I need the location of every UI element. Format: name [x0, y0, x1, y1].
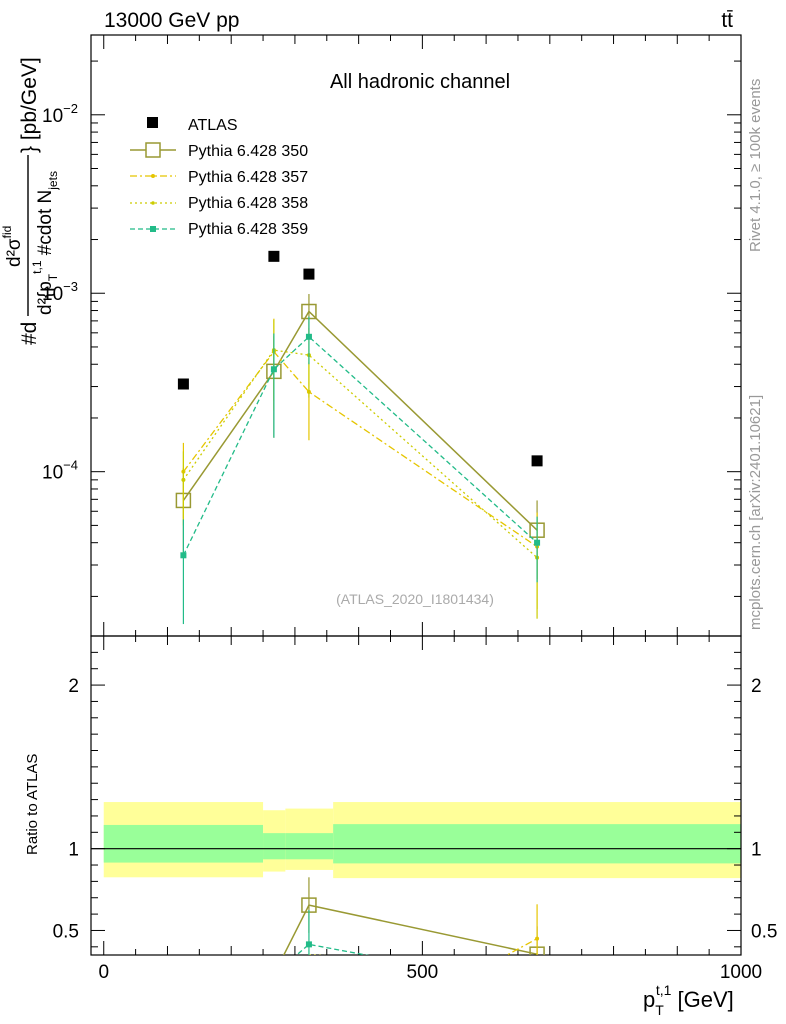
x-tick-labels: 0 500 1000: [98, 962, 762, 983]
header-right: tt̄: [721, 9, 733, 32]
source-label: mcplots.cern.ch [arXiv:2401.10621]: [747, 395, 764, 630]
analysis-tag: (ATLAS_2020_I1801434): [336, 591, 494, 607]
legend: ATLAS Pythia 6.428 350 Pythia 6.428 357 …: [130, 117, 308, 238]
x-tick-label: 0: [98, 962, 109, 983]
ratio-y-tick-label-right: 1: [751, 840, 762, 861]
legend-entry-350: Pythia 6.428 350: [130, 142, 308, 160]
ratio-pythia-6-428-359-point: [305, 941, 312, 948]
x-tick-label: 500: [407, 962, 439, 983]
ratio-y-axis-label: Ratio to ATLAS: [24, 754, 41, 855]
ratio-pythia-6-428-359-line: [295, 943, 370, 955]
main-pythia-6-428-359-point: [180, 552, 187, 559]
ratio-series: [282, 877, 545, 955]
main-pythia-6-428-350-line: [182, 310, 538, 531]
legend-entry-359: Pythia 6.428 359: [130, 221, 308, 238]
main-atlas-point: [303, 268, 315, 280]
legend-marker-358: [151, 201, 155, 205]
ratio-y-tick-label-left: 1: [68, 840, 79, 861]
ratio-frame: [90, 635, 742, 956]
legend-label-350: Pythia 6.428 350: [188, 143, 308, 160]
legend-marker-357: [151, 174, 155, 178]
legend-entry-atlas: ATLAS: [147, 117, 238, 134]
x-tick-label: 1000: [720, 962, 762, 983]
ratio-band-green: [263, 833, 286, 860]
main-pythia-6-428-358-point: [181, 477, 186, 482]
ratio-y-tick-labels: 0.5 1 2: [53, 676, 79, 942]
legend-marker-atlas: [147, 117, 158, 128]
main-pythia-6-428-359-point: [534, 539, 541, 546]
ratio-y-tick-label-right: 0.5: [751, 921, 777, 942]
ratio-pythia-6-428-357-point: [535, 936, 540, 941]
main-y-tick-label: 10−3: [42, 279, 78, 305]
legend-marker-350: [145, 142, 161, 158]
ratio-y-tick-label-left: 0.5: [53, 921, 79, 942]
main-y-tick-label: 10−4: [42, 458, 78, 484]
main-pythia-6-428-359-line: [182, 335, 538, 556]
main-atlas-point: [268, 250, 280, 262]
axis-ticks: [91, 35, 742, 955]
main-y-tick-label: 10−2: [42, 101, 78, 127]
main-pythia-6-428-357-line: [182, 350, 538, 548]
y-label-denominator: d²{pTt,1 #cdot Njets: [30, 171, 60, 315]
ratio-pythia-6-428-350-line: [282, 904, 538, 955]
legend-entry-357: Pythia 6.428 357: [130, 169, 308, 186]
legend-label-358: Pythia 6.428 358: [188, 195, 308, 212]
y-label-prefix: #d: [18, 322, 41, 345]
legend-label-359: Pythia 6.428 359: [188, 221, 308, 238]
ratio-bands: [103, 802, 741, 879]
main-y-axis-label: #d d²σfid d²{pTt,1 #cdot Njets } [pb/GeV…: [0, 57, 60, 345]
y-label-numerator: d²σfid: [0, 226, 25, 267]
rivet-label: Rivet 4.1.0, ≥ 100k events: [747, 79, 764, 252]
y-label-unit: } [pb/GeV]: [18, 57, 41, 153]
main-pythia-6-428-359-point: [305, 333, 312, 340]
ratio-band-green: [333, 824, 741, 864]
x-axis-label: pTt,1 [GeV]: [643, 982, 734, 1018]
ratio-y-tick-label-right: 2: [751, 676, 762, 697]
header-left: 13000 GeV pp: [104, 9, 239, 32]
legend-marker-359: [150, 226, 156, 232]
ratio-y-tick-labels-right: 0.5 1 2: [751, 676, 777, 942]
main-pythia-6-428-359-point: [270, 366, 277, 373]
main-series: [175, 250, 545, 625]
ratio-pythia-6-428-357-line: [505, 938, 538, 955]
legend-label-atlas: ATLAS: [188, 117, 238, 134]
ratio-y-tick-label-left: 2: [68, 676, 79, 697]
ratio-band-green: [103, 824, 264, 863]
main-atlas-point: [531, 455, 543, 467]
main-pythia-6-428-358-line: [182, 349, 538, 559]
legend-entry-358: Pythia 6.428 358: [130, 195, 308, 212]
main-atlas-point: [177, 378, 189, 390]
chart-title: All hadronic channel: [330, 71, 510, 93]
ratio-band-green: [285, 833, 334, 860]
legend-label-357: Pythia 6.428 357: [188, 169, 308, 186]
main-y-tick-labels: 10−4 10−3 10−2: [42, 101, 78, 484]
